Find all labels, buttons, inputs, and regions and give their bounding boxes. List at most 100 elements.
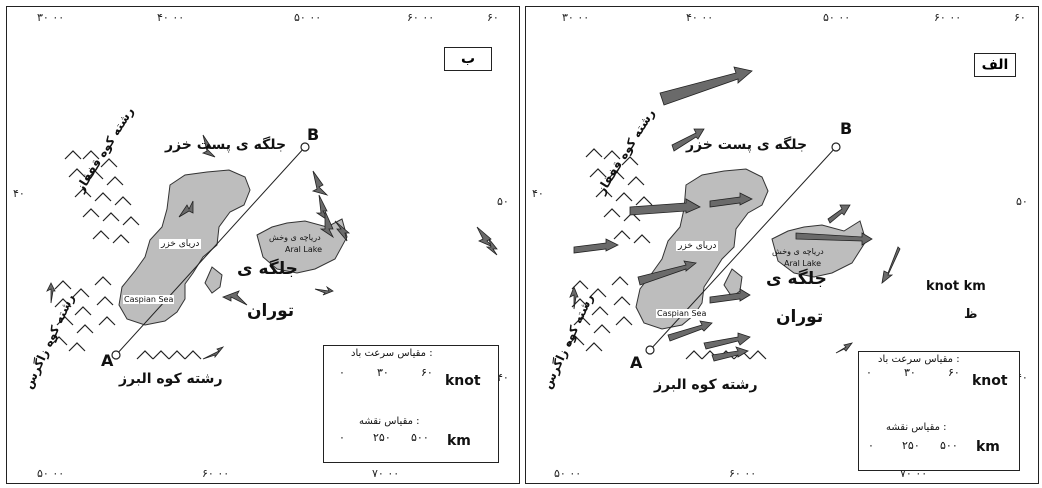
wind-arrow: [709, 288, 751, 304]
wind-scale-unit: knot: [445, 373, 481, 389]
label-turan-2: توران: [247, 301, 295, 321]
coord-label: ۶۰ ۰۰: [202, 467, 230, 480]
wind-scale-unit: knot: [972, 373, 1008, 389]
wind-arrow: [671, 128, 705, 152]
wind-arrows: [46, 134, 498, 360]
panel-label-alef: الف: [974, 53, 1016, 77]
profile-line-ab: [115, 146, 306, 356]
wind-arrow: [202, 346, 225, 360]
wind-arrow: [881, 246, 901, 284]
label-caspian-en: Caspian Sea: [123, 295, 175, 304]
map-scale-title: مقیاس نقشه :: [359, 416, 420, 427]
wind-scale-tick: ۳۰: [904, 366, 916, 379]
map-scale-tick: ۲۵۰: [902, 439, 920, 452]
wind-arrow: [569, 285, 579, 310]
map-scale-unit: km: [447, 433, 471, 449]
caucasus-mountains: [64, 150, 140, 244]
map-scale-tick: ۰: [868, 439, 874, 452]
zagros-mountains: [50, 276, 116, 352]
coord-label: ۵۰ ۰۰: [294, 11, 322, 24]
label-point-a: A: [101, 351, 114, 370]
coord-label: ۴۰: [1016, 371, 1028, 384]
coord-label: ۶۰ ۰۰: [934, 11, 962, 24]
wind-arrow: [827, 204, 851, 224]
wind-arrow: [659, 66, 753, 106]
wind-arrow: [795, 232, 873, 246]
label-caspian-en: Caspian Sea: [656, 309, 708, 318]
coord-label: ۳۰ ۰۰: [562, 11, 590, 24]
label-aral-en: Aral Lake: [285, 245, 323, 254]
coord-label: ۴۰: [532, 187, 544, 200]
wind-arrows: [569, 66, 901, 362]
label-aral-fa: دریاچه ی وخش: [269, 233, 321, 242]
map-scale-tick: ۰: [339, 431, 345, 444]
coord-label: ۴۰ ۰۰: [157, 11, 185, 24]
label-point-a: A: [630, 353, 643, 372]
wind-arrow: [709, 192, 753, 208]
coord-label: ۵۰: [497, 195, 509, 208]
wind-arrow: [222, 290, 248, 306]
map-scale-unit: km: [976, 439, 1000, 455]
label-stray-units: knot km: [926, 279, 986, 294]
wind-arrow: [319, 210, 335, 239]
label-turan-1: جلگه ی: [766, 269, 827, 289]
map-scale-tick: ۲۵۰: [373, 431, 391, 444]
coord-label: ۵۰ ۰۰: [823, 11, 851, 24]
wind-arrow: [46, 282, 56, 304]
coord-label: ۴۰: [13, 187, 25, 200]
coord-label: ۶۰ ۰۰: [407, 11, 435, 24]
aral-lake-shape: [256, 218, 348, 274]
wind-arrow: [629, 198, 701, 216]
coord-label: ۳۰ ۰۰: [37, 11, 65, 24]
wind-arrow: [637, 260, 697, 286]
wind-scale-title: مقیاس سرعت باد :: [878, 354, 960, 365]
wind-arrow: [667, 320, 713, 342]
wind-arrow: [334, 220, 351, 242]
coord-label: ۵۰: [1016, 195, 1028, 208]
wind-scale-tick: ۰: [339, 366, 345, 379]
label-caspian-depression: جلگه ی پست خزر: [686, 137, 808, 153]
label-turan-2: توران: [776, 307, 824, 327]
wind-scale-tick: ۰: [866, 366, 872, 379]
coord-label: ۵۰ ۰۰: [37, 467, 65, 480]
label-stray-char: ظ: [964, 307, 978, 322]
scale-legend-box: [323, 345, 499, 463]
wind-arrow: [311, 170, 329, 196]
label-alborz: رشته کوه البرز: [119, 371, 223, 387]
label-caspian-depression: جلگه ی پست خزر: [165, 137, 287, 153]
map-panel-b: ۳۰ ۰۰ ۴۰ ۰۰ ۵۰ ۰۰ ۶۰ ۰۰ ۶۰ ۵۰ ۰۰ ۶۰ ۰۰ ۷…: [6, 6, 520, 484]
wind-scale-tick: ۳۰: [377, 366, 389, 379]
label-alborz: رشته کوه البرز: [654, 377, 758, 393]
wind-arrow: [201, 134, 216, 158]
wind-arrow: [835, 342, 853, 354]
coord-label: ۷۰ ۰۰: [372, 467, 400, 480]
map-scale-tick: ۵۰۰: [411, 431, 429, 444]
coord-label: ۶۰: [1014, 11, 1026, 24]
label-aral-fa: دریاچه ی وخش: [772, 247, 824, 256]
label-point-b: B: [307, 125, 320, 144]
label-caspian-fa: دریای خزر: [676, 241, 719, 251]
wind-scale-tick: ۶۰: [421, 366, 433, 379]
point-a-marker: [645, 345, 655, 355]
label-aral-en: Aral Lake: [784, 259, 822, 268]
wind-arrow: [711, 346, 749, 362]
label-turan-1: جلگه ی: [237, 259, 298, 279]
point-b-marker: [831, 142, 841, 152]
coord-label: ۵۰ ۰۰: [554, 467, 582, 480]
label-point-b: B: [840, 119, 853, 138]
zagros-mountains: [567, 276, 633, 352]
coord-label: ۶۰ ۰۰: [729, 467, 757, 480]
wind-arrow: [485, 238, 498, 256]
map-scale-title: مقیاس نقشه :: [886, 422, 947, 433]
caucasus-mountains: [585, 148, 653, 244]
scale-legend-box: [858, 351, 1020, 471]
map-panel-alef: ۳۰ ۰۰ ۴۰ ۰۰ ۵۰ ۰۰ ۶۰ ۰۰ ۶۰ ۵۰ ۰۰ ۶۰ ۰۰ ۷…: [525, 6, 1039, 484]
wind-arrow: [314, 285, 334, 296]
point-a-marker: [111, 350, 121, 360]
wind-arrow: [703, 332, 751, 350]
alborz-mountains: [136, 350, 202, 360]
map-scale-tick: ۵۰۰: [940, 439, 958, 452]
coord-label: ۴۰: [497, 371, 509, 384]
point-b-marker: [300, 142, 310, 152]
wind-scale-tick: ۶۰: [948, 366, 960, 379]
